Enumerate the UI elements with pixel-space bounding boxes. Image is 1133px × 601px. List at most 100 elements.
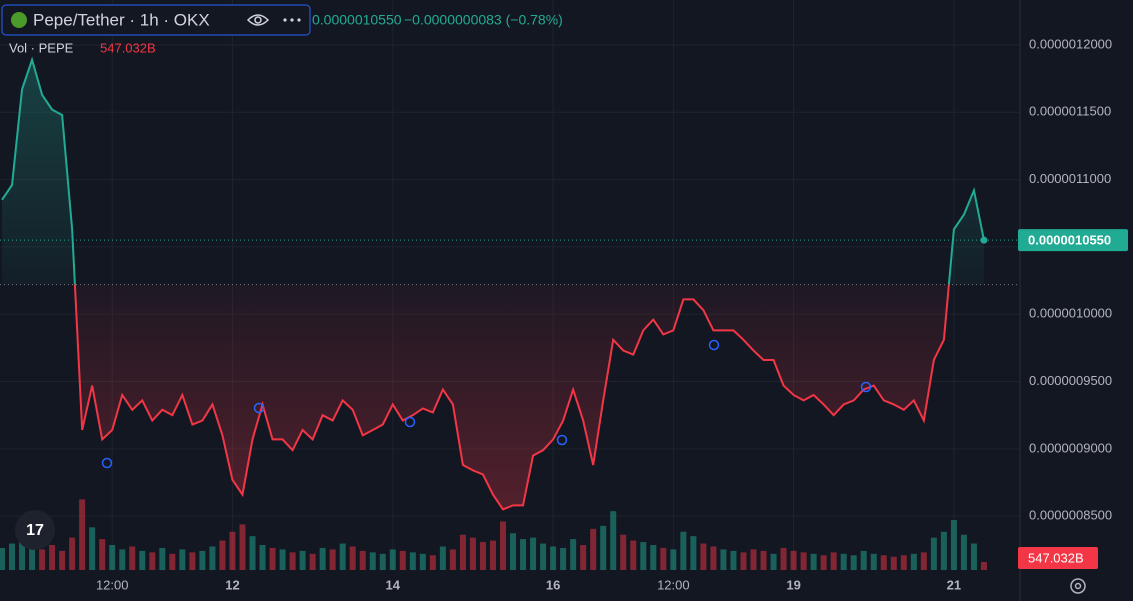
volume-bar: [900, 555, 907, 570]
volume-bar: [930, 537, 937, 570]
x-tick-label: 12:00: [657, 577, 690, 592]
volume-bar: [810, 553, 817, 570]
volume-bar: [339, 543, 346, 570]
volume-bar: [720, 549, 727, 570]
volume-bar: [850, 555, 857, 570]
volume-bar: [960, 534, 967, 570]
svg-text:17: 17: [26, 522, 44, 539]
volume-bar: [319, 547, 326, 570]
volume-bar: [620, 534, 627, 570]
volume-bar: [349, 546, 356, 570]
volume-bar: [129, 546, 136, 570]
volume-tag-label: 547.032B: [1028, 550, 1084, 565]
y-tick-label: 0.0000012000: [1029, 36, 1112, 51]
x-tick-label: 19: [786, 577, 800, 592]
volume-bar: [169, 553, 176, 570]
volume-bar: [419, 553, 426, 570]
price-change: −0.0000000083 (−0.78%): [404, 12, 563, 28]
volume-bar: [159, 547, 166, 570]
volume-bar: [780, 547, 787, 570]
volume-bar: [439, 546, 446, 570]
volume-bar: [379, 553, 386, 570]
volume-bar: [880, 555, 887, 570]
settings-icon[interactable]: [1070, 578, 1086, 594]
volume-bar: [489, 540, 496, 570]
volume-bar: [369, 552, 376, 570]
volume-bar: [239, 524, 246, 570]
volume-bar: [660, 547, 667, 570]
volume-bar: [640, 542, 647, 570]
volume-bar: [99, 539, 106, 570]
volume-bar: [770, 553, 777, 570]
more-icon[interactable]: [283, 18, 301, 22]
volume-bar: [500, 521, 506, 570]
volume-bar: [109, 545, 116, 570]
volume-bar: [650, 545, 657, 570]
volume-bar: [820, 555, 827, 570]
volume-bar: [920, 552, 927, 570]
volume-bar: [429, 555, 436, 570]
symbol-box[interactable]: [1, 4, 311, 36]
volume-bar: [840, 553, 847, 570]
volume-bar: [19, 531, 26, 570]
y-tick-label: 0.0000009000: [1029, 440, 1112, 455]
last-point: [980, 236, 988, 244]
volume-bar: [9, 543, 16, 570]
volume-bar: [119, 549, 126, 570]
volume-bar: [750, 549, 757, 570]
volume-bar: [259, 545, 266, 570]
volume-bar: [670, 549, 677, 570]
volume-bar: [189, 552, 196, 570]
volume-bar: [520, 539, 527, 570]
volume-bar: [409, 552, 416, 570]
volume-bar: [680, 531, 687, 570]
volume-bar: [760, 550, 767, 570]
price-line: [1, 56, 985, 511]
volume-bar: [0, 547, 5, 570]
x-tick-label: 21: [947, 577, 961, 592]
volume-bar: [870, 553, 877, 570]
volume-bar: [800, 552, 807, 570]
volume-bar: [209, 546, 216, 570]
event-markers: [101, 339, 872, 469]
volume-bar: [700, 543, 707, 570]
volume-bar: [970, 543, 977, 570]
volume-bar: [299, 550, 306, 570]
volume-bar: [530, 537, 537, 570]
volume-bar: [59, 550, 66, 570]
symbol-icon: [11, 12, 27, 28]
volume-bar: [449, 549, 456, 570]
tv-logo[interactable]: 17: [15, 510, 55, 550]
y-tick-label: 0.0000009500: [1029, 373, 1112, 388]
volume-bar: [570, 539, 577, 570]
volume-bar: [600, 525, 607, 570]
volume-bar: [89, 527, 96, 570]
volume-bar: [610, 511, 617, 570]
volume-bar: [359, 550, 366, 570]
volume-bar: [459, 534, 466, 570]
y-tick-label: 0.0000011500: [1029, 104, 1111, 119]
volume-bar: [590, 528, 597, 570]
volume-bar: [479, 542, 486, 570]
volume-bar: [830, 552, 837, 570]
volume-value: 547.032B: [100, 40, 156, 55]
volume-bar: [860, 550, 867, 570]
eye-icon[interactable]: [246, 14, 270, 26]
y-tick-label: 0.0000010000: [1029, 306, 1112, 321]
volume-title: Vol · PEPE: [9, 40, 74, 55]
volume-bar: [710, 546, 717, 570]
volume-bar: [560, 547, 567, 570]
volume-bar: [980, 561, 987, 570]
area: [2, 59, 984, 510]
volume-bar: [399, 550, 406, 570]
volume-bar: [950, 520, 957, 570]
symbol-title: Pepe/Tether · 1h · OKX: [33, 10, 210, 29]
volume-bar: [910, 553, 917, 570]
volume-bar: [940, 531, 947, 570]
volume-bar: [740, 552, 747, 570]
volume-tag: [1018, 547, 1098, 569]
last-price: 0.0000010550: [312, 12, 402, 28]
volume-bar: [469, 537, 476, 570]
